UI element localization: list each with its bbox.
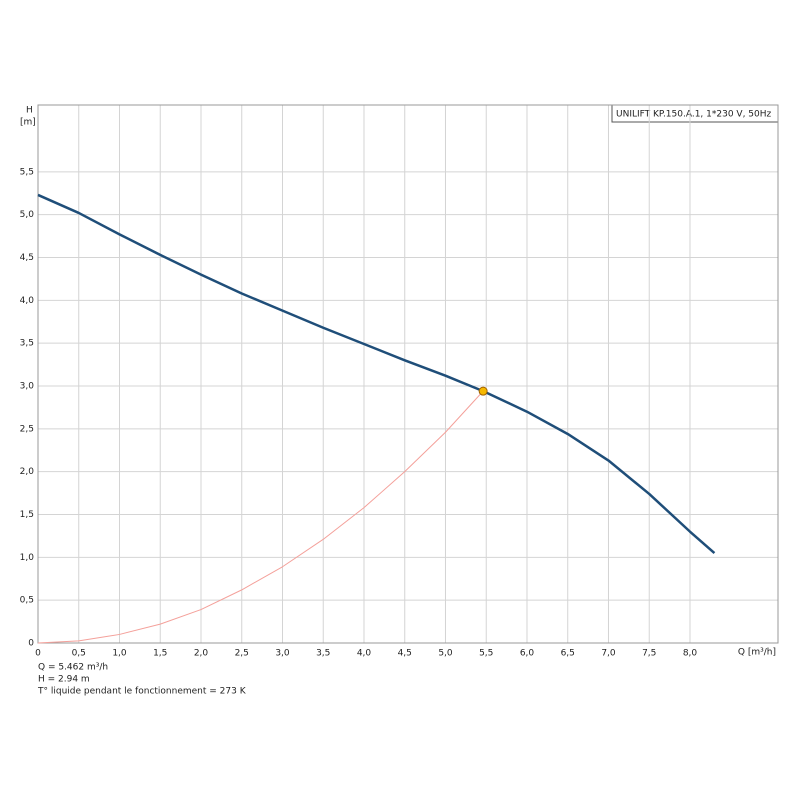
note: Q = 5.462 m³/h [38,663,108,673]
x-tick-label: 3,0 [275,649,290,659]
y-tick-label: 3,5 [20,339,34,349]
y-tick-label: 1,5 [20,510,34,520]
y-tick-label: 4,0 [20,296,35,306]
y-tick-label: 5,5 [20,167,34,177]
note: T° liquide pendant le fonctionnement = 2… [37,687,247,697]
y-axis-unit: [m] [20,118,36,128]
x-tick-label: 0,5 [72,649,86,659]
y-tick-label: 0 [28,639,34,649]
y-tick-label: 1,0 [20,553,35,563]
curve [37,390,484,644]
x-tick-label: 6,0 [520,649,535,659]
y-axis-label: H [26,106,33,116]
plot-frame [37,104,779,644]
x-tick-label: 5,0 [438,649,453,659]
x-tick-label: 6,5 [561,649,575,659]
operating-point [478,386,488,396]
x-tick-label: 7,5 [642,649,656,659]
legend-text: UNILIFT KP.150.A.1, 1*230 V, 50Hz [616,110,772,120]
x-axis-label: Q [m³/h] [738,648,776,658]
x-tick-label: 8,0 [683,649,698,659]
x-tick-label: 7,0 [601,649,616,659]
x-tick-label: 4,0 [357,649,372,659]
y-tick-label: 3,0 [20,381,35,391]
x-tick-label: 1,5 [153,649,167,659]
y-tick-label: 2,0 [20,467,35,477]
x-tick-label: 5,5 [479,649,493,659]
y-tick-label: 5,0 [20,210,35,220]
x-tick-label: 3,5 [316,649,330,659]
curve [37,193,716,554]
y-tick-label: 0,5 [20,596,34,606]
x-tick-label: 0 [35,649,41,659]
x-tick-label: 2,5 [235,649,249,659]
x-tick-label: 4,5 [398,649,412,659]
y-tick-label: 4,5 [20,253,34,263]
y-tick-label: 2,5 [20,424,34,434]
note: H = 2.94 m [38,675,90,685]
x-tick-label: 2,0 [194,649,209,659]
x-tick-label: 1,0 [112,649,127,659]
